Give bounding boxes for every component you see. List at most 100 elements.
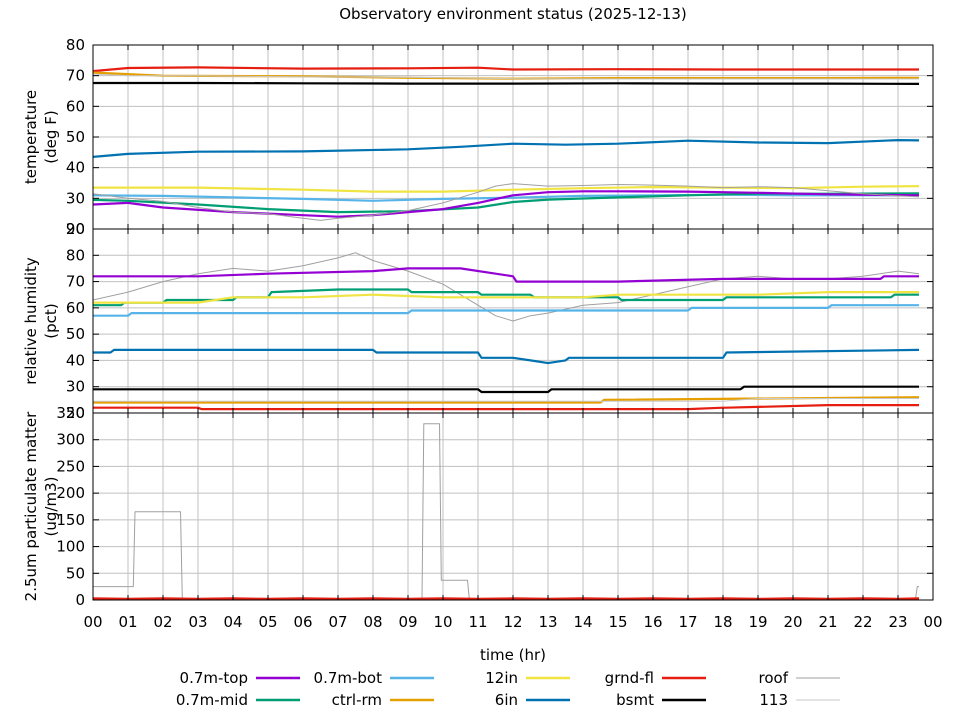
x-tick-label: 23 xyxy=(888,613,907,631)
series-line-113 xyxy=(93,73,919,80)
legend-label: 12in xyxy=(485,669,518,687)
x-tick-label: 01 xyxy=(118,613,137,631)
y-tick-label: 60 xyxy=(66,97,85,115)
series-group xyxy=(93,423,920,600)
legend-entry-113: 113 xyxy=(759,691,840,709)
legend-label: 0.7m-bot xyxy=(314,669,383,687)
y-tick-label: 70 xyxy=(66,273,85,291)
x-tick-labels: 00 01 02 03 04 05 06 07 08 09 10 11 12 13 14 15 16 17 18 19… xyxy=(83,613,942,631)
legend-label: 113 xyxy=(759,691,788,709)
series-line-roof xyxy=(93,183,920,221)
y-tick-label: 200 xyxy=(56,484,85,502)
x-tick-label: 22 xyxy=(853,613,872,631)
legend: 0.7m-top 0.7m-mid 0.7m-bot ctrl-rm 12in 6in gr… xyxy=(176,669,840,709)
series-line-113 xyxy=(93,398,919,402)
legend-label: roof xyxy=(759,669,789,687)
panel-0: 20 30 40 50 60 70 80 temperature (deg F) xyxy=(22,36,934,238)
series-line-6in xyxy=(93,348,920,365)
legend-label: 6in xyxy=(495,691,518,709)
y-tick-label: 30 xyxy=(66,378,85,396)
legend-entry-grnd-fl: grnd-fl xyxy=(605,669,706,687)
y-tick-label: 40 xyxy=(66,351,85,369)
y-tick-label: 60 xyxy=(66,299,85,317)
panels: 20 30 40 50 60 70 80 temperature (deg F) 20 30 40 50… xyxy=(22,36,943,631)
y-axis-label: (pct) xyxy=(42,303,60,338)
y-axis-label: relative humidity xyxy=(22,257,40,385)
y-tick-label: 20 xyxy=(66,220,85,238)
y-axis-label: (deg F) xyxy=(42,110,60,163)
y-tick-label: 50 xyxy=(66,564,85,582)
legend-entry-roof: roof xyxy=(759,669,840,687)
series-line-ctrl-rm xyxy=(93,396,920,404)
legend-label: 0.7m-top xyxy=(180,669,248,687)
x-axis-label: time (hr) xyxy=(480,646,546,664)
x-tick-label: 10 xyxy=(433,613,452,631)
series-line-0.7m-mid xyxy=(93,288,919,307)
chart-title: Observatory environment status (2025-12-… xyxy=(339,5,687,23)
x-tick-label: 21 xyxy=(818,613,837,631)
x-tick-label: 11 xyxy=(468,613,487,631)
y-axis-label: temperature xyxy=(22,90,40,184)
series-line-0.7m-mid xyxy=(93,192,920,214)
series-line-roof xyxy=(93,252,920,322)
legend-entry-0.7m-top: 0.7m-top xyxy=(180,669,300,687)
x-tick-label: 09 xyxy=(398,613,417,631)
y-tick-label: 20 xyxy=(66,404,85,422)
panel-1: 20 30 40 50 60 70 80 90 relative humidity (pct) xyxy=(22,220,934,422)
x-tick-label: 12 xyxy=(503,613,522,631)
x-tick-label: 16 xyxy=(643,613,662,631)
legend-entry-12in: 12in xyxy=(485,669,570,687)
x-tick-label: 17 xyxy=(678,613,697,631)
y-tick-label: 30 xyxy=(66,189,85,207)
x-tick-label: 04 xyxy=(223,613,242,631)
legend-label: 0.7m-mid xyxy=(176,691,248,709)
series-line-12in xyxy=(93,291,919,304)
x-tick-label: 15 xyxy=(608,613,627,631)
y-tick-label: 40 xyxy=(66,159,85,177)
series-line-bsmt xyxy=(93,81,920,85)
series-group xyxy=(93,252,920,411)
series-line-grnd-fl xyxy=(93,404,919,411)
series-line-grnd-fl xyxy=(93,597,920,600)
y-tick-label: 350 xyxy=(56,404,85,422)
y-tick-label: 150 xyxy=(56,511,85,529)
legend-entry-0.7m-bot: 0.7m-bot xyxy=(314,669,434,687)
x-tick-label: 13 xyxy=(538,613,557,631)
y-tick-label: 100 xyxy=(56,538,85,556)
series-line-0.7m-top xyxy=(93,267,919,283)
legend-entry-6in: 6in xyxy=(495,691,570,709)
panel-2: 0 50 100 150 200 250 300 350 2.5um particulate m… xyxy=(22,404,934,609)
x-tick-label: 14 xyxy=(573,613,592,631)
y-tick-label: 300 xyxy=(56,431,85,449)
series-line-grnd-fl xyxy=(93,66,919,73)
y-tick-label: 80 xyxy=(66,246,85,264)
x-tick-label: 20 xyxy=(783,613,802,631)
series-line-6in xyxy=(93,139,920,158)
legend-entry-ctrl-rm: ctrl-rm xyxy=(332,691,434,709)
y-tick-label: 80 xyxy=(66,36,85,54)
x-tick-label: 02 xyxy=(153,613,172,631)
series-group xyxy=(93,66,920,221)
legend-label: bsmt xyxy=(616,691,654,709)
series-line-0.7m-bot xyxy=(93,193,919,202)
legend-label: grnd-fl xyxy=(605,669,654,687)
series-line-12in xyxy=(93,185,920,193)
x-tick-label: 00 xyxy=(83,613,102,631)
legend-label: ctrl-rm xyxy=(332,691,382,709)
x-tick-label: 06 xyxy=(293,613,312,631)
x-tick-label: 07 xyxy=(328,613,347,631)
y-tick-label: 90 xyxy=(66,220,85,238)
x-tick-label: 00 xyxy=(923,613,942,631)
y-tick-label: 0 xyxy=(75,591,85,609)
y-tick-label: 250 xyxy=(56,457,85,475)
legend-entry-0.7m-mid: 0.7m-mid xyxy=(176,691,300,709)
y-tick-label: 50 xyxy=(66,325,85,343)
y-axis-label: 2.5um particulate matter xyxy=(22,411,40,601)
series-line-roof xyxy=(93,423,919,600)
series-line-0.7m-top xyxy=(93,190,920,218)
x-tick-label: 03 xyxy=(188,613,207,631)
series-line-0.7m-bot xyxy=(93,304,919,317)
series-line-bsmt xyxy=(93,385,919,394)
x-tick-label: 08 xyxy=(363,613,382,631)
